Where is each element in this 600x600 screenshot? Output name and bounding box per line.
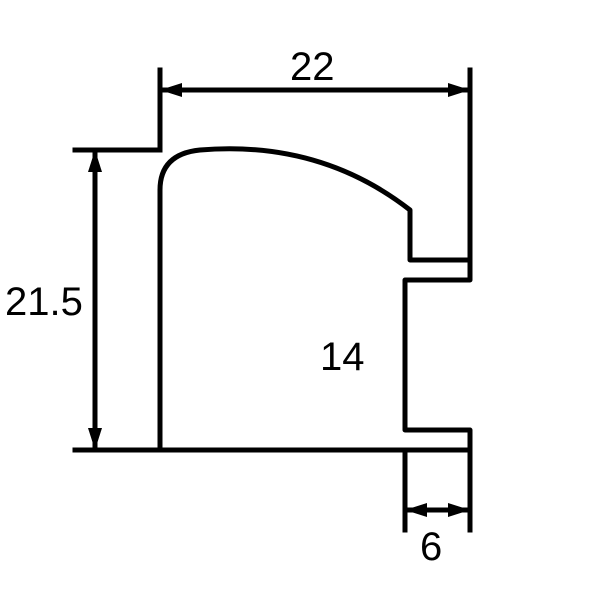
arrowhead <box>448 83 470 97</box>
dim-label-width-top: 22 <box>290 45 335 89</box>
arrowhead <box>405 503 427 517</box>
arrowhead <box>448 503 470 517</box>
profile-outline <box>160 149 470 450</box>
dim-label-rabbet-width: 6 <box>420 525 442 569</box>
arrowhead <box>88 150 102 172</box>
arrowhead <box>88 428 102 450</box>
dim-label-height-left: 21.5 <box>5 280 83 324</box>
dim-label-inner-height: 14 <box>320 335 365 379</box>
arrowhead <box>160 83 182 97</box>
profile-diagram: 22 21.5 14 6 <box>0 0 600 600</box>
